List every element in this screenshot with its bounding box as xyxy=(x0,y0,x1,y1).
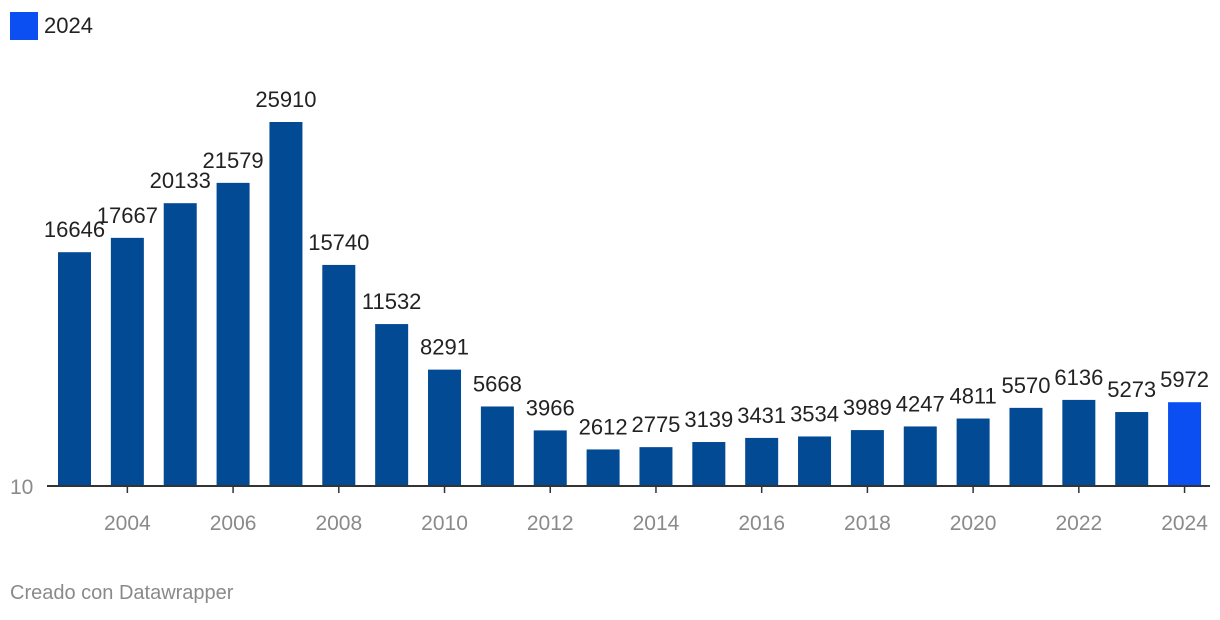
data-label-2023: 5273 xyxy=(1107,377,1156,402)
data-label-2012: 3966 xyxy=(526,395,575,420)
data-label-2017: 3534 xyxy=(790,401,839,426)
data-label-2008: 15740 xyxy=(308,230,369,255)
bar-2011 xyxy=(480,406,514,486)
bar-2006 xyxy=(216,182,250,486)
x-tick-label-2012: 2012 xyxy=(527,512,574,535)
data-label-2004: 17667 xyxy=(97,203,158,228)
bar-2019 xyxy=(903,426,937,486)
x-tick-label-2024: 2024 xyxy=(1161,512,1208,535)
bar-2020 xyxy=(956,418,990,486)
x-tick-label-2010: 2010 xyxy=(421,512,468,535)
bar-2003 xyxy=(58,252,91,486)
legend-swatch xyxy=(10,12,38,40)
data-label-2016: 3431 xyxy=(737,403,786,428)
bar-2014 xyxy=(639,447,673,486)
x-tick-label-2014: 2014 xyxy=(633,512,680,535)
x-tick-label-2018: 2018 xyxy=(844,512,891,535)
footer-credit: Creado con Datawrapper xyxy=(10,582,234,604)
data-label-2010: 8291 xyxy=(420,335,469,360)
x-tick-label-2008: 2008 xyxy=(315,512,362,535)
bar-2012 xyxy=(533,430,567,486)
bar-2018 xyxy=(850,430,884,486)
bar-2010 xyxy=(428,369,462,486)
x-tick-label-2020: 2020 xyxy=(950,512,997,535)
bar-2005 xyxy=(163,203,197,486)
data-label-2005: 20133 xyxy=(150,168,211,193)
legend: 2024 xyxy=(10,12,93,40)
x-tick-label-2004: 2004 xyxy=(104,512,151,535)
data-label-2003: 16646 xyxy=(44,217,105,242)
x-tick-label-2006: 2006 xyxy=(210,512,257,535)
data-label-2006: 21579 xyxy=(202,148,263,173)
data-label-2021: 5570 xyxy=(1002,373,1051,398)
y-tick-label: 10 xyxy=(10,476,33,499)
bar-2009 xyxy=(375,324,409,486)
bar-2021 xyxy=(1009,407,1043,486)
bar-2007 xyxy=(269,122,303,486)
bar-2004 xyxy=(110,237,144,486)
data-label-2020: 4811 xyxy=(949,384,996,409)
data-label-2014: 2775 xyxy=(631,412,680,437)
data-label-2007: 25910 xyxy=(255,87,316,112)
data-label-2024: 5972 xyxy=(1160,367,1209,392)
data-label-2019: 4247 xyxy=(896,391,945,416)
legend-label: 2024 xyxy=(44,13,93,38)
bar-2022 xyxy=(1062,399,1096,486)
x-tick-label-2016: 2016 xyxy=(738,512,785,535)
data-label-2015: 3139 xyxy=(684,407,733,432)
bar-2015 xyxy=(692,442,726,486)
bar-2013 xyxy=(586,449,620,486)
bar-2023 xyxy=(1115,412,1149,486)
bar-2008 xyxy=(322,264,356,486)
x-tick-label-2022: 2022 xyxy=(1055,512,1102,535)
bar-2017 xyxy=(798,436,832,486)
data-label-2018: 3989 xyxy=(843,395,892,420)
data-label-2013: 2612 xyxy=(579,414,628,439)
bar-chart: 1664617667201332157925910157401153282915… xyxy=(10,87,1210,535)
data-label-2011: 5668 xyxy=(473,371,522,396)
data-label-2022: 6136 xyxy=(1054,365,1103,390)
bar-2024 xyxy=(1168,402,1202,486)
bar-2016 xyxy=(745,437,779,486)
data-label-2009: 11532 xyxy=(362,289,422,314)
